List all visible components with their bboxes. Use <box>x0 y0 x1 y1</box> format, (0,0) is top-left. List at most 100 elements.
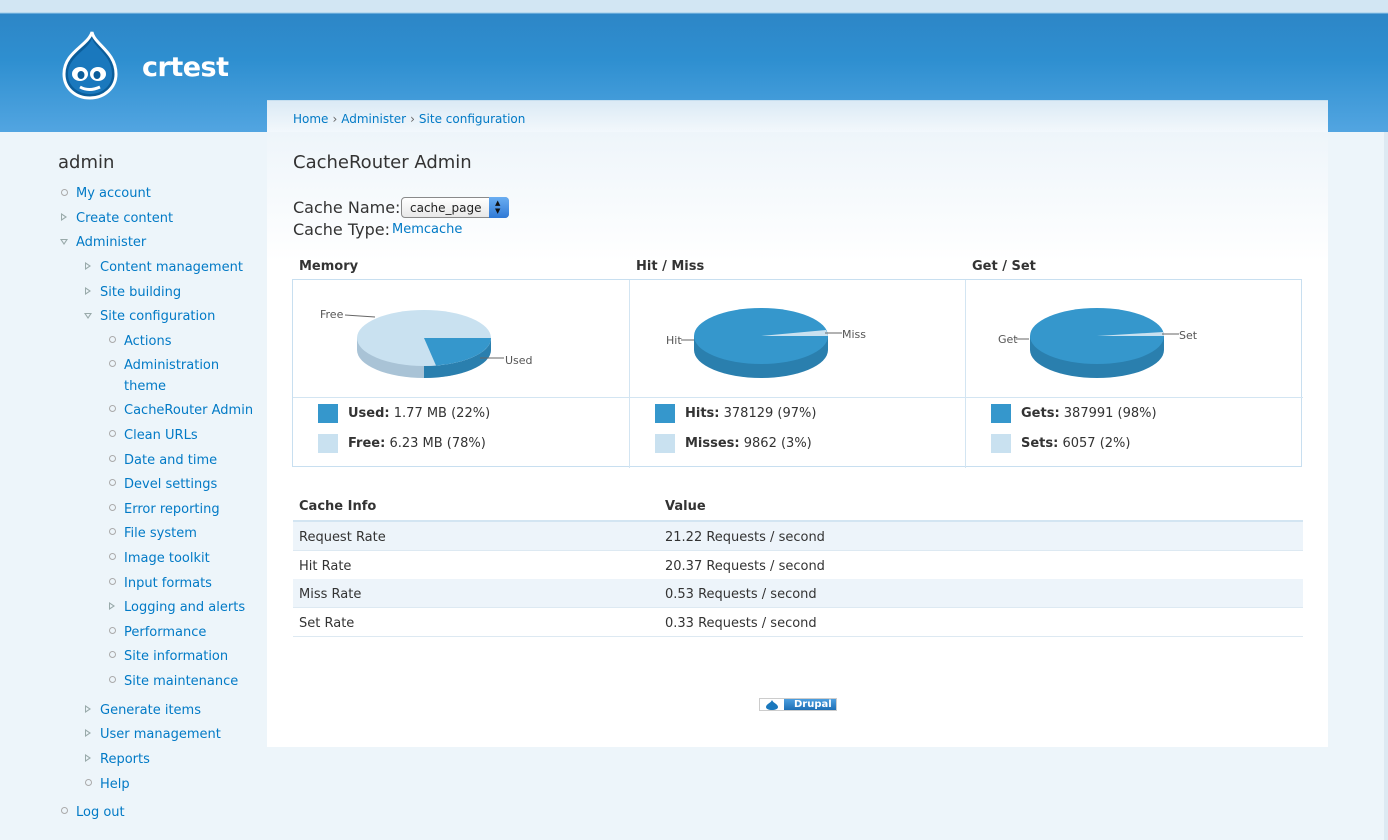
leader-line <box>1162 333 1179 335</box>
gets-legend: Gets: 387991 (98%) <box>1021 406 1157 421</box>
used-key: Used: <box>348 406 390 421</box>
table-header-divider <box>293 520 1303 522</box>
collapsed-arrow-icon <box>85 754 91 762</box>
info-value: 21.22 Requests / second <box>665 530 825 545</box>
nav-content-management[interactable]: Content management <box>100 260 243 275</box>
free-key: Free: <box>348 436 386 451</box>
table-row: Request Rate 21.22 Requests / second <box>293 522 1303 551</box>
row-divider <box>293 397 1303 398</box>
nav-administration-theme[interactable]: Administration <box>124 358 220 373</box>
cache-name-select[interactable]: cache_page ▲ ▼ <box>401 197 509 218</box>
free-swatch <box>318 434 338 453</box>
page-title: CacheRouter Admin <box>293 152 472 173</box>
breadcrumb-home[interactable]: Home <box>293 112 329 126</box>
breadcrumb-administer[interactable]: Administer <box>341 112 407 126</box>
getset-header: Get / Set <box>972 259 1036 274</box>
hits-legend: Hits: 378129 (97%) <box>685 406 816 421</box>
collapsed-arrow-icon <box>85 287 91 295</box>
column-divider <box>965 280 966 468</box>
expanded-arrow-icon <box>60 239 68 245</box>
collapsed-arrow-icon <box>85 705 91 713</box>
bullet-icon <box>109 578 116 585</box>
nav-create-content[interactable]: Create content <box>76 211 174 226</box>
nav-actions[interactable]: Actions <box>124 334 172 349</box>
hits-key: Hits: <box>685 406 720 421</box>
gets-swatch <box>991 404 1011 423</box>
nav-input-formats[interactable]: Input formats <box>124 576 212 591</box>
leader-line <box>1016 338 1029 340</box>
nav-site-information[interactable]: Site information <box>124 649 229 664</box>
info-key: Set Rate <box>299 616 355 631</box>
nav-error-reporting[interactable]: Error reporting <box>124 502 220 517</box>
gets-value: 387991 (98%) <box>1063 406 1157 421</box>
nav-log-out[interactable]: Log out <box>76 805 125 820</box>
column-divider <box>629 280 630 468</box>
cache-type-label: Cache Type: <box>293 220 390 239</box>
collapsed-arrow-icon <box>85 262 91 270</box>
misses-legend: Misses: 9862 (3%) <box>685 436 812 451</box>
sets-key: Sets: <box>1021 436 1059 451</box>
memory-pie-chart <box>357 310 491 378</box>
nav-help[interactable]: Help <box>100 777 130 792</box>
powered-by-drupal-badge[interactable]: Drupal <box>759 698 837 711</box>
drupal-drop-icon <box>760 699 784 710</box>
nav-clean-urls[interactable]: Clean URLs <box>124 428 198 443</box>
cache-type-value[interactable]: Memcache <box>392 222 463 237</box>
sets-legend: Sets: 6057 (2%) <box>1021 436 1130 451</box>
getset-pie-chart <box>1030 308 1164 378</box>
table-row: Hit Rate 20.37 Requests / second <box>293 551 1303 580</box>
breadcrumb-site-configuration[interactable]: Site configuration <box>418 112 526 126</box>
table-row: Set Rate 0.33 Requests / second <box>293 608 1303 637</box>
memory-used-label: Used <box>505 354 533 367</box>
info-value: 20.37 Requests / second <box>665 559 825 574</box>
bullet-icon <box>109 651 116 658</box>
nav-my-account[interactable]: My account <box>76 186 151 201</box>
nav-cacherouter-admin[interactable]: CacheRouter Admin <box>124 403 254 418</box>
breadcrumb-bar: Home › Administer › Site configuration <box>267 100 1328 133</box>
expanded-arrow-icon <box>84 313 92 319</box>
nav-devel-settings[interactable]: Devel settings <box>124 477 218 492</box>
nav-generate-items[interactable]: Generate items <box>100 703 201 718</box>
cache-name-label: Cache Name: <box>293 198 401 217</box>
misses-value: 9862 (3%) <box>743 436 812 451</box>
bullet-icon <box>109 553 116 560</box>
miss-label: Miss <box>842 328 867 341</box>
collapsed-arrow-icon <box>85 729 91 737</box>
collapsed-arrow-icon <box>109 602 115 610</box>
used-legend: Used: 1.77 MB (22%) <box>348 406 490 421</box>
nav-site-maintenance[interactable]: Site maintenance <box>124 674 239 689</box>
hits-value: 378129 (97%) <box>723 406 817 421</box>
breadcrumb: Home › Administer › Site configuration <box>293 112 525 126</box>
nav-user-management[interactable]: User management <box>100 727 221 742</box>
info-value: 0.33 Requests / second <box>665 616 817 631</box>
nav-site-configuration[interactable]: Site configuration <box>100 309 216 324</box>
leader-line <box>344 314 376 318</box>
memory-header: Memory <box>299 259 359 274</box>
scrollbar[interactable] <box>1384 132 1388 840</box>
nav-reports[interactable]: Reports <box>100 752 150 767</box>
used-value: 1.77 MB (22%) <box>393 406 491 421</box>
badge-text: Drupal <box>794 699 832 710</box>
memory-free-label: Free <box>320 308 344 321</box>
bullet-icon <box>109 504 116 511</box>
site-name[interactable]: crtest <box>142 52 229 83</box>
bullet-icon <box>109 430 116 437</box>
nav-date-time[interactable]: Date and time <box>124 453 218 468</box>
nav-image-toolkit[interactable]: Image toolkit <box>124 551 210 566</box>
hitmiss-header: Hit / Miss <box>636 259 705 274</box>
drupal-drop-icon[interactable] <box>58 30 122 100</box>
info-key: Hit Rate <box>299 559 352 574</box>
value-header: Value <box>665 499 706 514</box>
nav-logging-alerts[interactable]: Logging and alerts <box>124 600 246 615</box>
leader-line <box>681 339 694 341</box>
nav-performance[interactable]: Performance <box>124 625 207 640</box>
hit-label: Hit <box>666 334 682 347</box>
collapsed-arrow-icon <box>61 213 67 221</box>
table-row: Miss Rate 0.53 Requests / second <box>293 579 1303 608</box>
nav-administer[interactable]: Administer <box>76 235 147 250</box>
breadcrumb-separator: › <box>332 112 338 126</box>
nav-file-system[interactable]: File system <box>124 526 197 541</box>
nav-site-building[interactable]: Site building <box>100 285 182 300</box>
nav-administration-theme-line2[interactable]: theme <box>124 379 166 394</box>
sets-swatch <box>991 434 1011 453</box>
